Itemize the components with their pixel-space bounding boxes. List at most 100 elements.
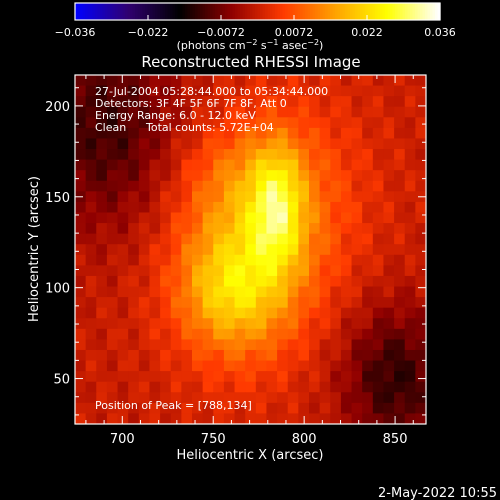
heatmap-cell <box>128 297 140 309</box>
heatmap-cell <box>75 275 87 288</box>
heatmap-cell <box>75 392 87 404</box>
heatmap-cell <box>160 201 172 214</box>
heatmap-cell <box>234 381 246 393</box>
heatmap-cell <box>75 328 87 341</box>
heatmap-cell <box>85 233 97 245</box>
heatmap-cell <box>383 149 395 161</box>
heatmap-cell <box>255 254 268 267</box>
heatmap-cell <box>192 159 204 171</box>
heatmap-cell <box>319 117 331 129</box>
heatmap-cell <box>75 244 87 256</box>
heatmap-cell <box>213 75 225 87</box>
heatmap-cell <box>181 138 193 150</box>
heatmap-cell <box>415 328 426 341</box>
heatmap-cell <box>223 85 236 97</box>
heatmap-cell <box>362 307 374 319</box>
heatmap-cell <box>85 413 97 424</box>
heatmap-cell <box>138 201 151 214</box>
heatmap-cell <box>372 244 385 256</box>
heatmap-cell <box>415 96 426 108</box>
heatmap-cell <box>287 371 300 383</box>
heatmap-cell <box>181 371 193 383</box>
heatmap-cell <box>266 149 278 161</box>
heatmap-cell <box>383 349 395 362</box>
heatmap-cell <box>404 254 417 267</box>
heatmap-cell <box>309 96 321 108</box>
colorbar-segment <box>260 3 264 20</box>
heatmap-cell <box>330 413 342 424</box>
heatmap-cell <box>85 149 97 161</box>
heatmap-cell <box>287 307 300 319</box>
heatmap-cell <box>75 117 87 129</box>
heatmap-cell <box>266 360 278 372</box>
heatmap-cell <box>415 223 426 235</box>
heatmap-cell <box>383 138 395 150</box>
heatmap-cell <box>245 371 257 383</box>
annotation-peak-position: Position of Peak = [788,134] <box>95 399 252 412</box>
heatmap-cell <box>394 318 406 330</box>
heatmap-cell <box>202 297 214 309</box>
heatmap-cell <box>277 275 289 288</box>
heatmap-cell <box>362 286 374 298</box>
heatmap-cell <box>245 360 257 372</box>
heatmap-cell <box>170 244 183 256</box>
heatmap-cell <box>128 201 140 214</box>
heatmap-cell <box>170 328 183 341</box>
heatmap-cell <box>309 318 321 330</box>
heatmap-cell <box>309 106 321 119</box>
heatmap-cell <box>160 318 172 330</box>
heatmap-cell <box>138 106 151 119</box>
heatmap-cell <box>340 180 353 193</box>
heatmap-cell <box>394 233 406 245</box>
colorbar-segment <box>417 3 421 20</box>
colorbar-segment <box>285 3 289 20</box>
heatmap-cell <box>202 402 214 415</box>
heatmap-cell <box>340 85 353 97</box>
heatmap-cell <box>340 96 353 108</box>
heatmap-cell <box>75 265 87 277</box>
heatmap-cell <box>85 328 97 341</box>
heatmap-cell <box>394 159 406 171</box>
heatmap-cell <box>213 138 225 150</box>
colorbar-segment <box>92 3 96 20</box>
heatmap-cell <box>213 106 225 119</box>
heatmap-cell <box>75 127 87 140</box>
heatmap-cell <box>106 127 119 140</box>
heatmap-cell <box>362 402 374 415</box>
heatmap-cell <box>309 180 321 193</box>
heatmap-cell <box>138 381 151 393</box>
heatmap-cell <box>309 349 321 362</box>
heatmap-cell <box>170 275 183 288</box>
heatmap-cell <box>372 117 385 129</box>
heatmap-cell <box>245 180 257 193</box>
heatmap-cell <box>287 170 300 182</box>
heatmap-cell <box>213 265 225 277</box>
heatmap-cell <box>245 159 257 171</box>
heatmap-cell <box>362 254 374 267</box>
heatmap-cell <box>192 381 204 393</box>
colorbar-segment <box>80 3 84 20</box>
heatmap-cell <box>223 297 236 309</box>
heatmap-cell <box>404 402 417 415</box>
colorbar-segment <box>115 3 119 20</box>
heatmap-cell <box>160 360 172 372</box>
heatmap-cell <box>277 349 289 362</box>
heatmap-cell <box>245 318 257 330</box>
heatmap-cell <box>245 85 257 97</box>
heatmap-cell <box>255 117 268 129</box>
heatmap-cell <box>351 275 363 288</box>
heatmap-cell <box>106 392 119 404</box>
heatmap-cell <box>117 413 129 424</box>
heatmap-cell <box>372 328 385 341</box>
heatmap-cell <box>128 127 140 140</box>
heatmap-cell <box>340 138 353 150</box>
heatmap-cell <box>298 402 310 415</box>
heatmap-cell <box>213 233 225 245</box>
heatmap-cell <box>309 223 321 235</box>
heatmap-cell <box>106 233 119 245</box>
colorbar-segment <box>297 3 301 20</box>
y-tick-label: 50 <box>53 373 70 388</box>
heatmap-cell <box>330 159 342 171</box>
heatmap-cell <box>96 307 108 319</box>
heatmap-cell <box>309 328 321 341</box>
